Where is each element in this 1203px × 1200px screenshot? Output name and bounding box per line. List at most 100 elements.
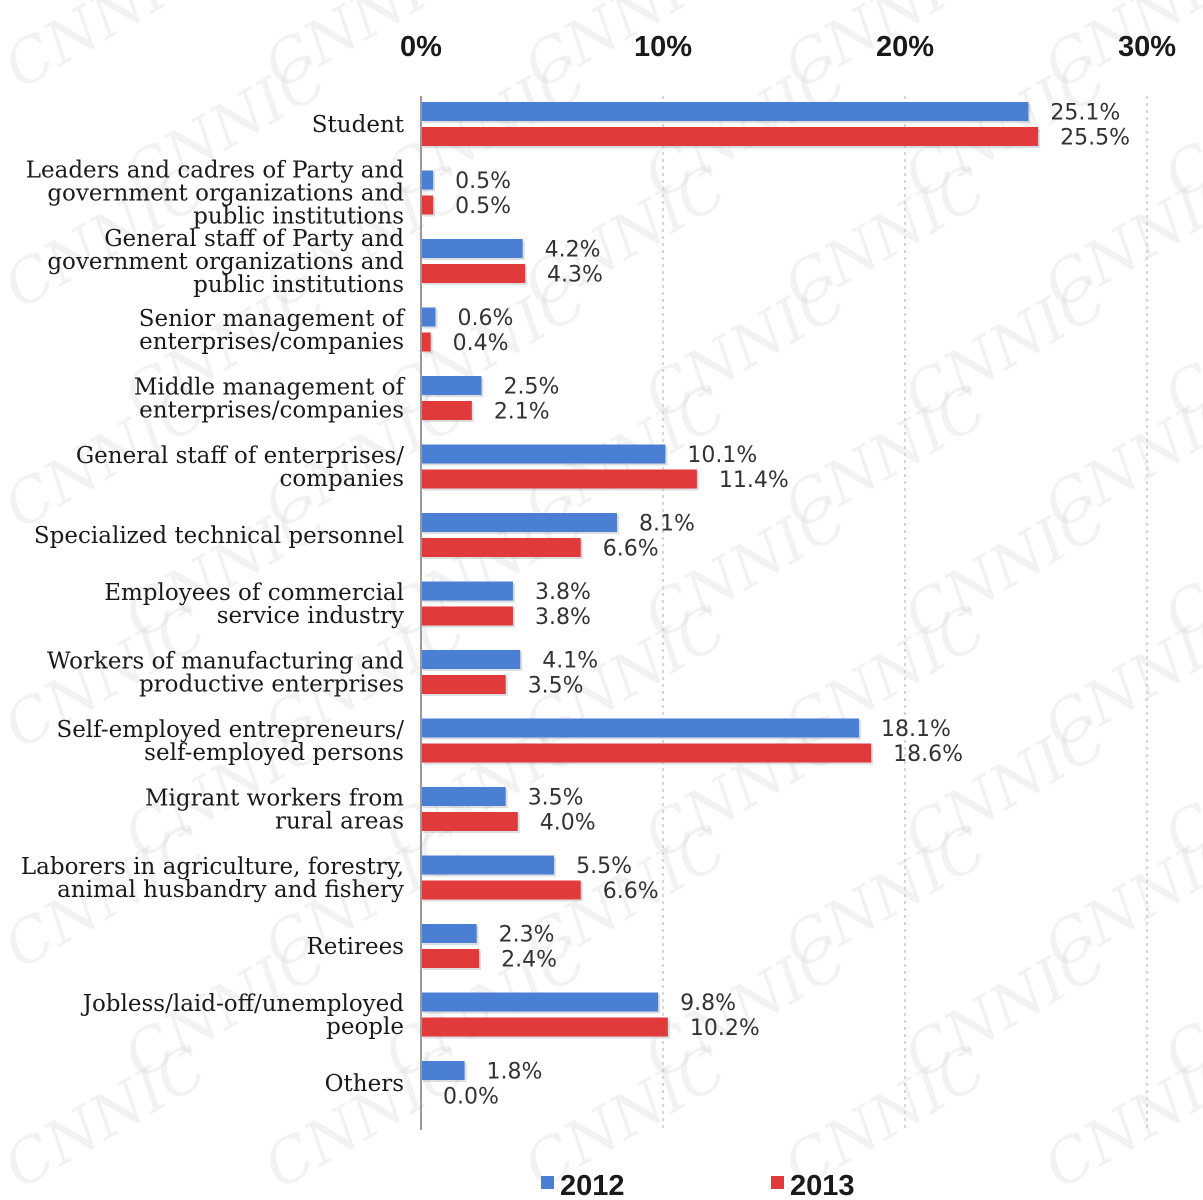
bar-2012-12	[421, 924, 477, 943]
value-label-2012-3: 0.6%	[458, 306, 514, 331]
legend: 2012 2013	[541, 1170, 855, 1200]
value-label-2013-12: 2.4%	[501, 948, 557, 973]
bar-2013-3	[421, 332, 431, 352]
bar-2012-7	[421, 581, 513, 601]
bars	[421, 102, 1041, 1082]
bar-2012-2	[421, 239, 523, 258]
bar-2012-11	[421, 855, 555, 875]
value-label-2013-4: 2.1%	[494, 400, 550, 425]
category-label-12-line-0: Retirees	[306, 934, 404, 960]
value-label-2013-11: 6.6%	[603, 879, 659, 904]
category-label-13-line-1: people	[326, 1014, 404, 1040]
value-label-2013-5: 11.4%	[719, 468, 789, 493]
value-label-2013-6: 6.6%	[603, 537, 659, 562]
category-label-4-line-1: enterprises/companies	[139, 398, 404, 424]
category-label-3-line-0: Senior management of	[139, 306, 406, 332]
category-label-2-line-0: General staff of Party and	[104, 226, 404, 252]
bar-2013-2	[421, 264, 526, 283]
value-label-2012-6: 8.1%	[639, 512, 695, 537]
category-label-7-line-1: service industry	[217, 603, 404, 629]
value-label-2012-1: 0.5%	[455, 169, 511, 194]
value-label-2013-7: 3.8%	[535, 605, 591, 630]
x-tick-label-3: 30%	[1118, 31, 1176, 63]
bar-2012-5	[421, 444, 666, 464]
category-label-7-line-0: Employees of commercial	[104, 580, 404, 606]
category-label-1-line-1: government organizations and	[47, 181, 404, 207]
grid-lines	[662, 96, 1148, 1130]
category-label-9-line-1: self-employed persons	[144, 740, 404, 766]
bar-2013-1	[421, 195, 434, 215]
category-label-10-line-0: Migrant workers from	[145, 786, 404, 812]
legend-label-2012: 2012	[560, 1170, 625, 1200]
category-label-1-line-0: Leaders and cadres of Party and	[26, 158, 405, 184]
x-axis-ticks: 0% 10% 20% 30%	[400, 31, 1176, 63]
category-label-8-line-0: Workers of manufacturing and	[47, 649, 404, 675]
value-label-2013-0: 25.5%	[1060, 126, 1130, 151]
bar-2012-14	[421, 1061, 465, 1080]
category-label-6-line-0: Specialized technical personnel	[34, 523, 404, 549]
value-label-2013-8: 3.5%	[528, 674, 584, 699]
watermark-text-52: CNNIC	[513, 1032, 739, 1200]
category-label-10-line-1: rural areas	[275, 809, 404, 835]
bar-2013-6	[421, 538, 581, 557]
bar-2013-7	[421, 606, 513, 626]
value-label-2012-5: 10.1%	[687, 443, 757, 468]
category-label-4-line-0: Middle management of	[134, 375, 406, 401]
value-label-2012-7: 3.8%	[535, 580, 591, 605]
category-labels: 25.1%25.5% Student 0.5%0.5% Leaders and cad…	[21, 101, 1130, 1110]
value-label-2012-10: 3.5%	[528, 786, 584, 811]
value-label-2013-1: 0.5%	[455, 194, 511, 219]
legend-label-2013: 2013	[790, 1170, 855, 1200]
bar-2013-9	[421, 743, 872, 763]
bar-2012-3	[421, 307, 436, 327]
value-label-2013-14: 0.0%	[443, 1085, 499, 1110]
category-label-8-line-1: productive enterprises	[139, 672, 404, 698]
bar-2012-4	[421, 376, 482, 395]
bar-2013-8	[421, 675, 506, 694]
watermark-text-51: CNNIC	[253, 1032, 479, 1200]
watermark-text-0: CNNIC	[0, 0, 218, 103]
category-label-11-line-1: animal husbandry and fishery	[57, 877, 404, 903]
category-label-9-line-0: Self-employed entrepreneurs/	[56, 717, 404, 743]
x-tick-label-2: 20%	[876, 31, 934, 63]
value-label-2013-9: 18.6%	[893, 742, 963, 767]
category-label-0-line-0: Student	[312, 112, 405, 138]
bar-2012-8	[421, 650, 521, 669]
value-label-2012-11: 5.5%	[576, 854, 632, 879]
value-label-2012-2: 4.2%	[545, 238, 601, 263]
value-label-2013-2: 4.3%	[547, 263, 603, 288]
x-tick-label-0: 0%	[400, 31, 442, 63]
category-label-11-line-0: Laborers in agriculture, forestry,	[21, 854, 404, 880]
bar-2012-9	[421, 718, 860, 738]
bar-2013-4	[421, 401, 472, 420]
value-label-2013-3: 0.4%	[453, 331, 509, 356]
value-label-2012-8: 4.1%	[542, 649, 598, 674]
value-label-2012-9: 18.1%	[881, 717, 951, 742]
value-label-2012-13: 9.8%	[680, 991, 736, 1016]
value-label-2012-14: 1.8%	[487, 1060, 543, 1085]
bar-2013-10	[421, 812, 518, 831]
watermark-text-50: CNNIC	[0, 1032, 218, 1200]
category-label-13-line-0: Jobless/laid-off/unemployed	[81, 991, 405, 1017]
bar-2012-10	[421, 787, 506, 806]
bar-2012-1	[421, 170, 434, 190]
bar-2013-12	[421, 949, 480, 968]
category-label-1-line-2: public institutions	[193, 204, 404, 230]
bar-2013-5	[421, 469, 697, 489]
category-label-2-line-1: government organizations and	[47, 249, 404, 275]
category-label-5-line-1: companies	[279, 466, 404, 492]
bar-2013-11	[421, 880, 581, 900]
bar-2012-6	[421, 513, 618, 532]
value-label-2013-10: 4.0%	[540, 811, 596, 836]
category-label-14-line-0: Others	[325, 1071, 404, 1097]
category-label-2-line-2: public institutions	[193, 272, 404, 298]
value-label-2013-13: 10.2%	[690, 1016, 760, 1041]
bar-2013-0	[421, 127, 1039, 146]
category-label-5-line-0: General staff of enterprises/	[76, 443, 404, 469]
value-label-2012-4: 2.5%	[504, 375, 560, 400]
legend-swatch-2012	[541, 1176, 554, 1189]
x-tick-label-1: 10%	[634, 31, 692, 63]
value-label-2012-12: 2.3%	[499, 923, 555, 948]
legend-swatch-2013	[771, 1176, 784, 1189]
